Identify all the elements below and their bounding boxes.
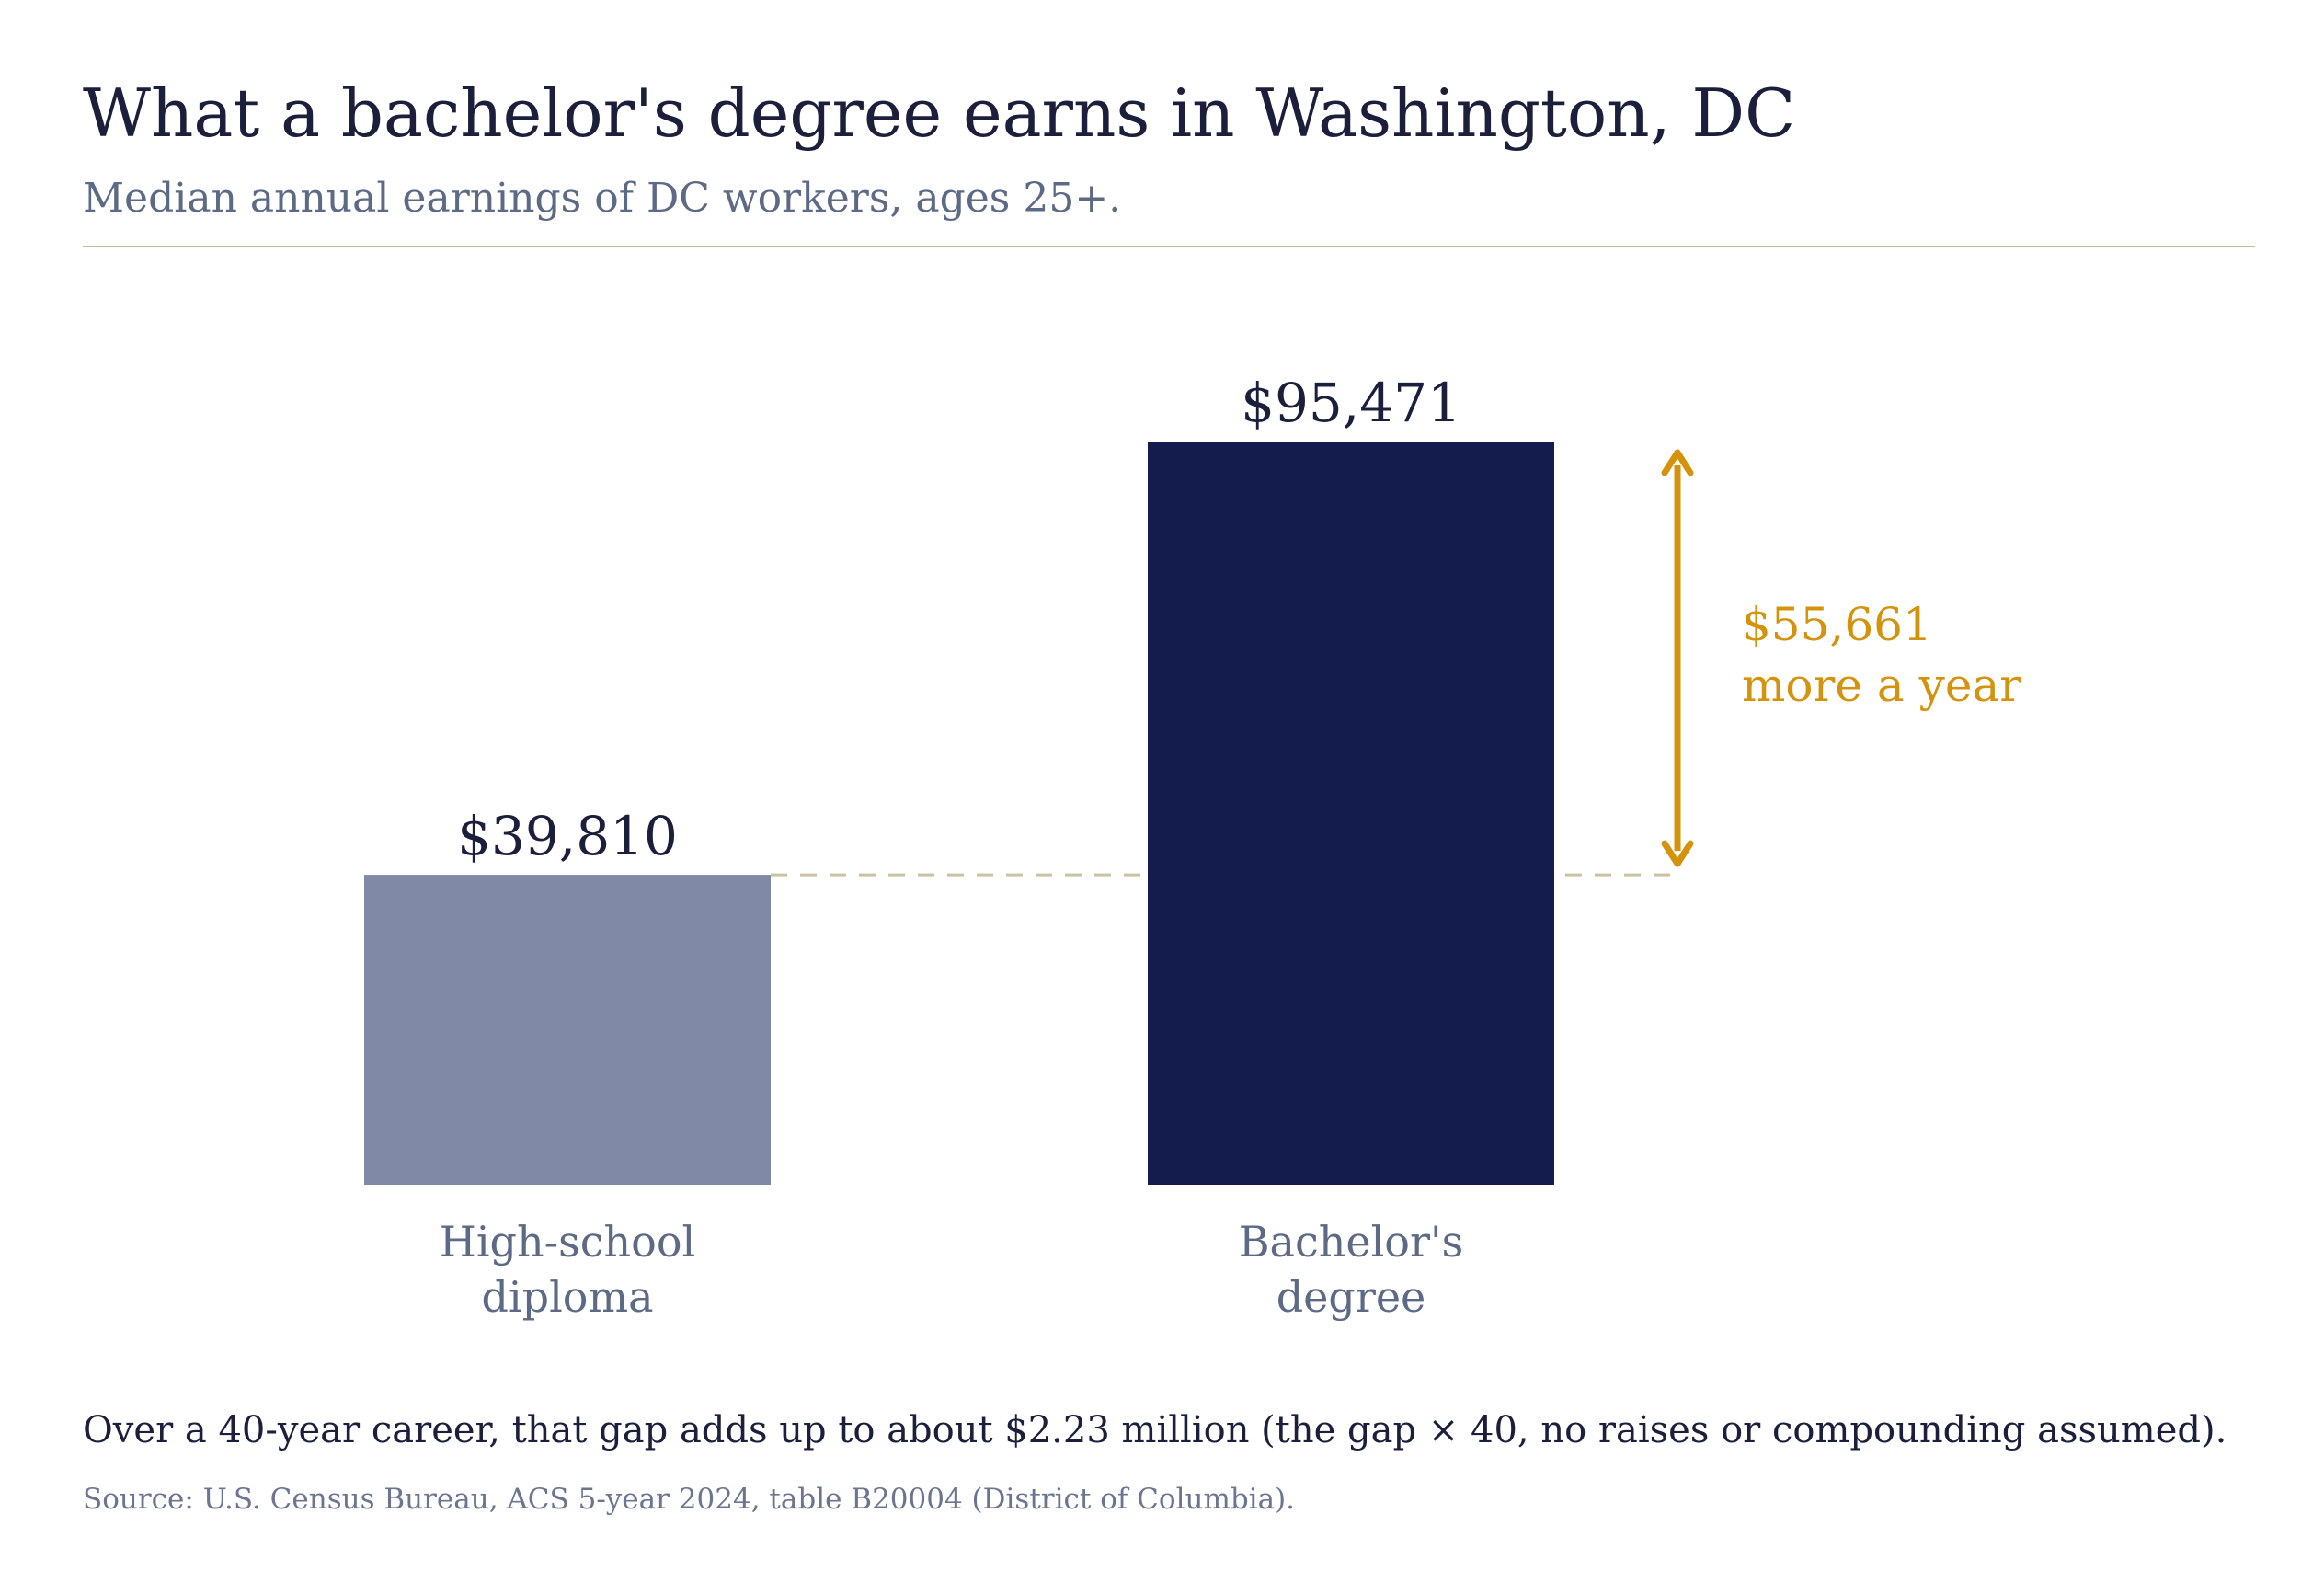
gap-annotation-label: $55,661 [1742, 598, 1932, 651]
bar [1148, 442, 1554, 1185]
category-label: diploma [481, 1272, 653, 1322]
chart-subtitle: Median annual earnings of DC workers, ag… [83, 175, 1122, 222]
chart-title: What a bachelor's degree earns in Washin… [83, 75, 1796, 152]
career-gap-footnote: Over a 40-year career, that gap adds up … [83, 1409, 2227, 1451]
gap-arrow-head-up [1661, 449, 1694, 476]
source-note: Source: U.S. Census Bureau, ACS 5-year 2… [83, 1483, 1296, 1516]
header-divider [83, 246, 2255, 247]
bar [364, 875, 771, 1185]
category-label: Bachelor's [1239, 1217, 1464, 1267]
category-label: degree [1276, 1272, 1426, 1322]
value-label: $39,810 [457, 805, 678, 867]
value-label: $95,471 [1241, 372, 1461, 434]
gap-annotation-label: more a year [1742, 659, 2021, 712]
gap-arrow-head-down [1661, 840, 1694, 867]
category-label: High-school [440, 1217, 696, 1267]
